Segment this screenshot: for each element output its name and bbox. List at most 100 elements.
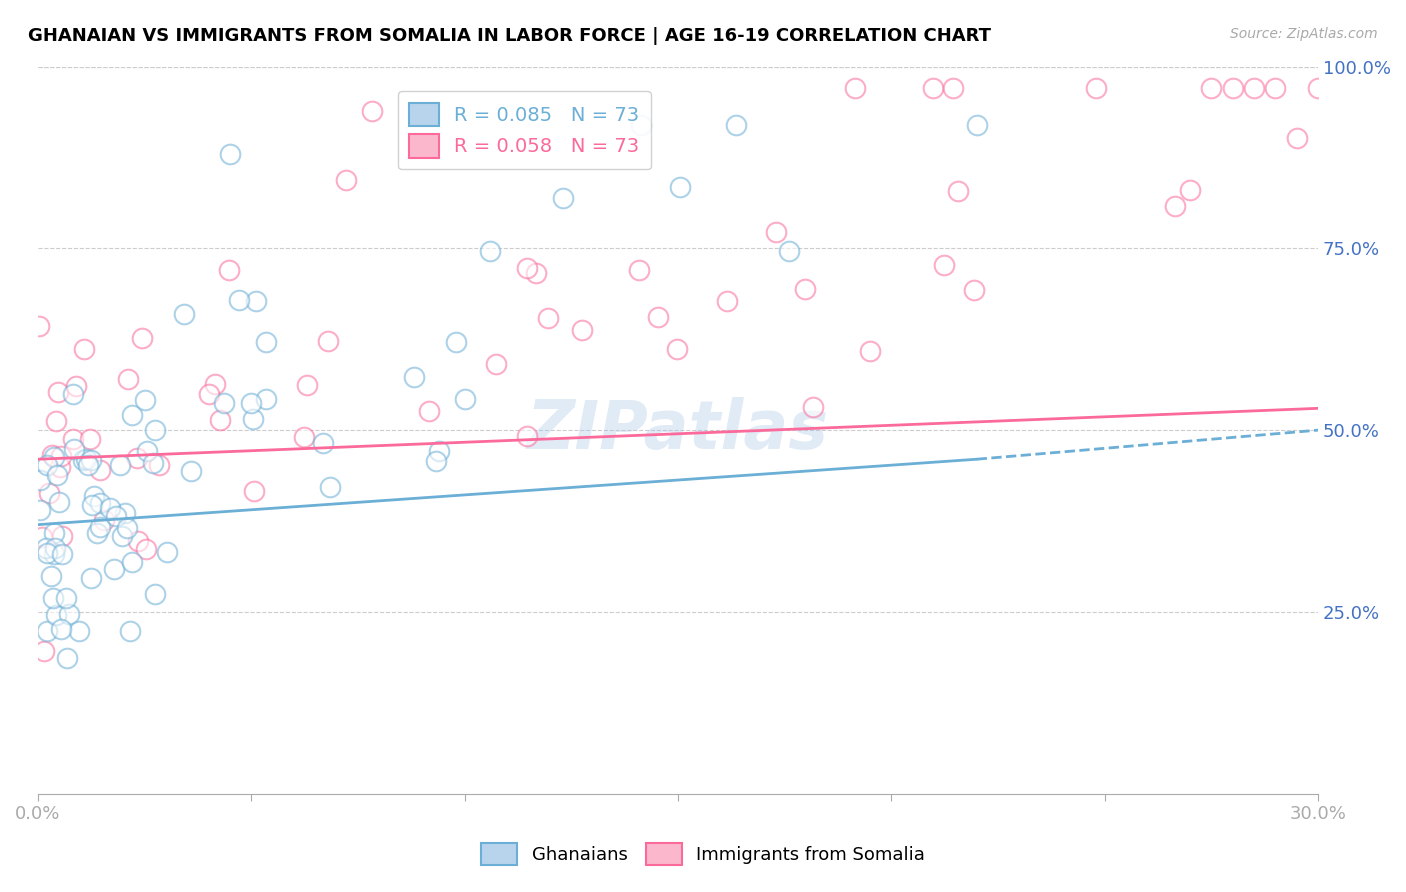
Ghanaians [49, 622, 72, 636]
Ghanaians [245, 293, 267, 308]
Ghanaians [156, 544, 179, 558]
Ghanaians [256, 392, 278, 406]
Ghanaians [63, 442, 86, 456]
Ghanaians [77, 458, 100, 473]
Immigrants from Somalia [45, 414, 67, 428]
Ghanaians [228, 293, 250, 307]
Immigrants from Somalia [516, 429, 538, 443]
Immigrants from Somalia [962, 283, 984, 297]
Immigrants from Somalia [335, 173, 357, 187]
Ghanaians [143, 423, 166, 437]
Immigrants from Somalia [1085, 81, 1108, 95]
Immigrants from Somalia [46, 384, 69, 399]
Ghanaians [72, 453, 94, 467]
Ghanaians [318, 481, 340, 495]
Ghanaians [115, 521, 138, 535]
Immigrants from Somalia [208, 413, 231, 427]
Ghanaians [44, 526, 66, 541]
Ghanaians [134, 392, 156, 407]
Ghanaians [551, 191, 574, 205]
Immigrants from Somalia [204, 376, 226, 391]
Immigrants from Somalia [72, 343, 94, 357]
Immigrants from Somalia [27, 318, 49, 333]
Text: GHANAIAN VS IMMIGRANTS FROM SOMALIA IN LABOR FORCE | AGE 16-19 CORRELATION CHART: GHANAIAN VS IMMIGRANTS FROM SOMALIA IN L… [28, 27, 991, 45]
Immigrants from Somalia [1201, 81, 1223, 95]
Immigrants from Somalia [117, 372, 139, 386]
Ghanaians [89, 496, 111, 510]
Immigrants from Somalia [1178, 184, 1201, 198]
Ghanaians [37, 458, 59, 473]
Immigrants from Somalia [49, 460, 72, 475]
Ghanaians [239, 395, 262, 409]
Ghanaians [966, 118, 988, 132]
Immigrants from Somalia [297, 378, 319, 392]
Immigrants from Somalia [135, 541, 157, 556]
Ghanaians [180, 464, 202, 478]
Ghanaians [446, 334, 468, 349]
Ghanaians [668, 180, 690, 194]
Immigrants from Somalia [666, 342, 689, 356]
Ghanaians [48, 495, 70, 509]
Ghanaians [630, 118, 652, 132]
Immigrants from Somalia [125, 451, 148, 466]
Ghanaians [121, 555, 143, 569]
Ghanaians [254, 334, 277, 349]
Immigrants from Somalia [571, 323, 593, 337]
Ghanaians [62, 387, 84, 401]
Immigrants from Somalia [1243, 81, 1265, 95]
Immigrants from Somalia [932, 258, 955, 272]
Immigrants from Somalia [32, 644, 55, 658]
Immigrants from Somalia [127, 534, 149, 549]
Ghanaians [44, 541, 66, 555]
Ghanaians [121, 408, 143, 422]
Ghanaians [80, 571, 103, 585]
Immigrants from Somalia [218, 262, 240, 277]
Ghanaians [67, 624, 90, 638]
Immigrants from Somalia [62, 432, 84, 446]
Immigrants from Somalia [360, 104, 382, 119]
Immigrants from Somalia [51, 529, 73, 543]
Ghanaians [173, 308, 195, 322]
Immigrants from Somalia [765, 225, 787, 239]
Immigrants from Somalia [242, 483, 264, 498]
Immigrants from Somalia [198, 387, 221, 401]
Immigrants from Somalia [93, 513, 115, 527]
Immigrants from Somalia [859, 344, 882, 359]
Immigrants from Somalia [1285, 131, 1308, 145]
Ghanaians [218, 146, 240, 161]
Ghanaians [80, 452, 103, 467]
Ghanaians [37, 546, 59, 560]
Ghanaians [42, 450, 65, 464]
Ghanaians [312, 435, 335, 450]
Ghanaians [425, 454, 447, 468]
Immigrants from Somalia [1308, 81, 1330, 95]
Ghanaians [34, 541, 56, 555]
Immigrants from Somalia [1222, 81, 1244, 95]
Ghanaians [30, 502, 52, 516]
Immigrants from Somalia [292, 430, 315, 444]
Ghanaians [44, 547, 66, 561]
Immigrants from Somalia [803, 400, 825, 414]
Text: ZIPatlas: ZIPatlas [527, 397, 830, 463]
Ghanaians [75, 452, 97, 467]
Immigrants from Somalia [148, 458, 170, 472]
Ghanaians [41, 568, 63, 582]
Immigrants from Somalia [318, 334, 340, 348]
Text: Source: ZipAtlas.com: Source: ZipAtlas.com [1230, 27, 1378, 41]
Immigrants from Somalia [793, 282, 815, 296]
Legend: R = 0.085   N = 73, R = 0.058   N = 73: R = 0.085 N = 73, R = 0.058 N = 73 [398, 91, 651, 169]
Ghanaians [83, 489, 105, 503]
Immigrants from Somalia [1264, 81, 1286, 95]
Legend: Ghanaians, Immigrants from Somalia: Ghanaians, Immigrants from Somalia [472, 834, 934, 874]
Ghanaians [105, 509, 128, 524]
Immigrants from Somalia [485, 357, 508, 371]
Immigrants from Somalia [524, 267, 547, 281]
Ghanaians [214, 396, 236, 410]
Immigrants from Somalia [65, 378, 87, 392]
Immigrants from Somalia [51, 449, 73, 463]
Immigrants from Somalia [647, 310, 669, 324]
Ghanaians [28, 473, 51, 487]
Immigrants from Somalia [628, 263, 651, 277]
Immigrants from Somalia [41, 448, 63, 462]
Ghanaians [135, 444, 157, 458]
